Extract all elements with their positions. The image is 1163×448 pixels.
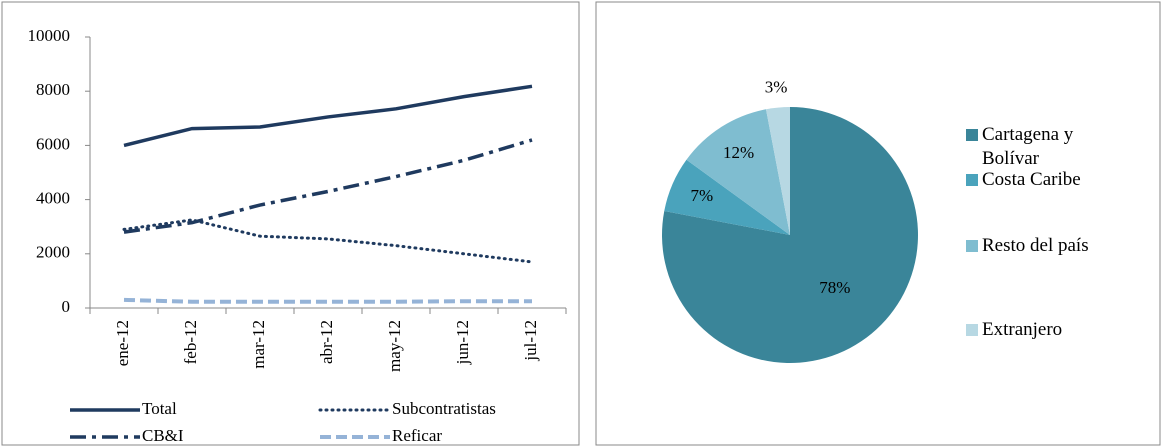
legend-label: Resto del país	[982, 235, 1089, 256]
legend-label: Extranjero	[982, 319, 1063, 340]
series-line	[123, 297, 532, 304]
legend-label: Subcontratistas	[392, 399, 496, 418]
x-tick-label: jun-12	[453, 320, 472, 365]
pie-slice	[664, 159, 790, 235]
pie-label: 78%	[819, 278, 850, 297]
x-tick-label: may-12	[385, 320, 404, 372]
x-tick-label: mar-12	[249, 320, 268, 369]
legend-swatch	[966, 240, 978, 252]
pie-label: 7%	[691, 186, 714, 205]
x-tick-label: feb-12	[181, 320, 200, 364]
y-tick-label: 8000	[36, 80, 70, 99]
right-frame	[595, 1, 1161, 446]
y-tick-label: 2000	[36, 243, 70, 262]
y-tick-label: 4000	[36, 189, 70, 208]
x-tick-label: ene-12	[113, 320, 132, 366]
series-line	[122, 218, 534, 264]
legend-swatch	[966, 174, 978, 186]
legend-label: Total	[142, 399, 177, 418]
legend-label: Cartagena y Bolívar	[982, 124, 1074, 169]
y-tick-label: 0	[62, 297, 71, 316]
pie-slice	[766, 107, 790, 235]
legend-swatch	[966, 324, 978, 336]
pie-label: 12%	[723, 143, 754, 162]
series-line	[123, 84, 533, 148]
pie-label: 3%	[765, 77, 788, 96]
pie-slice	[686, 109, 790, 235]
legend-swatch	[966, 129, 978, 141]
legend-label: CB&I	[142, 426, 184, 445]
legend-label: Reficar	[392, 426, 442, 445]
series-line	[123, 138, 533, 234]
y-tick-label: 6000	[36, 134, 70, 153]
legend-label: Costa Caribe	[982, 169, 1081, 190]
x-tick-label: jul-12	[521, 320, 540, 362]
left-frame	[1, 1, 580, 446]
x-tick-label: abr-12	[317, 320, 336, 364]
y-tick-label: 10000	[28, 26, 71, 45]
